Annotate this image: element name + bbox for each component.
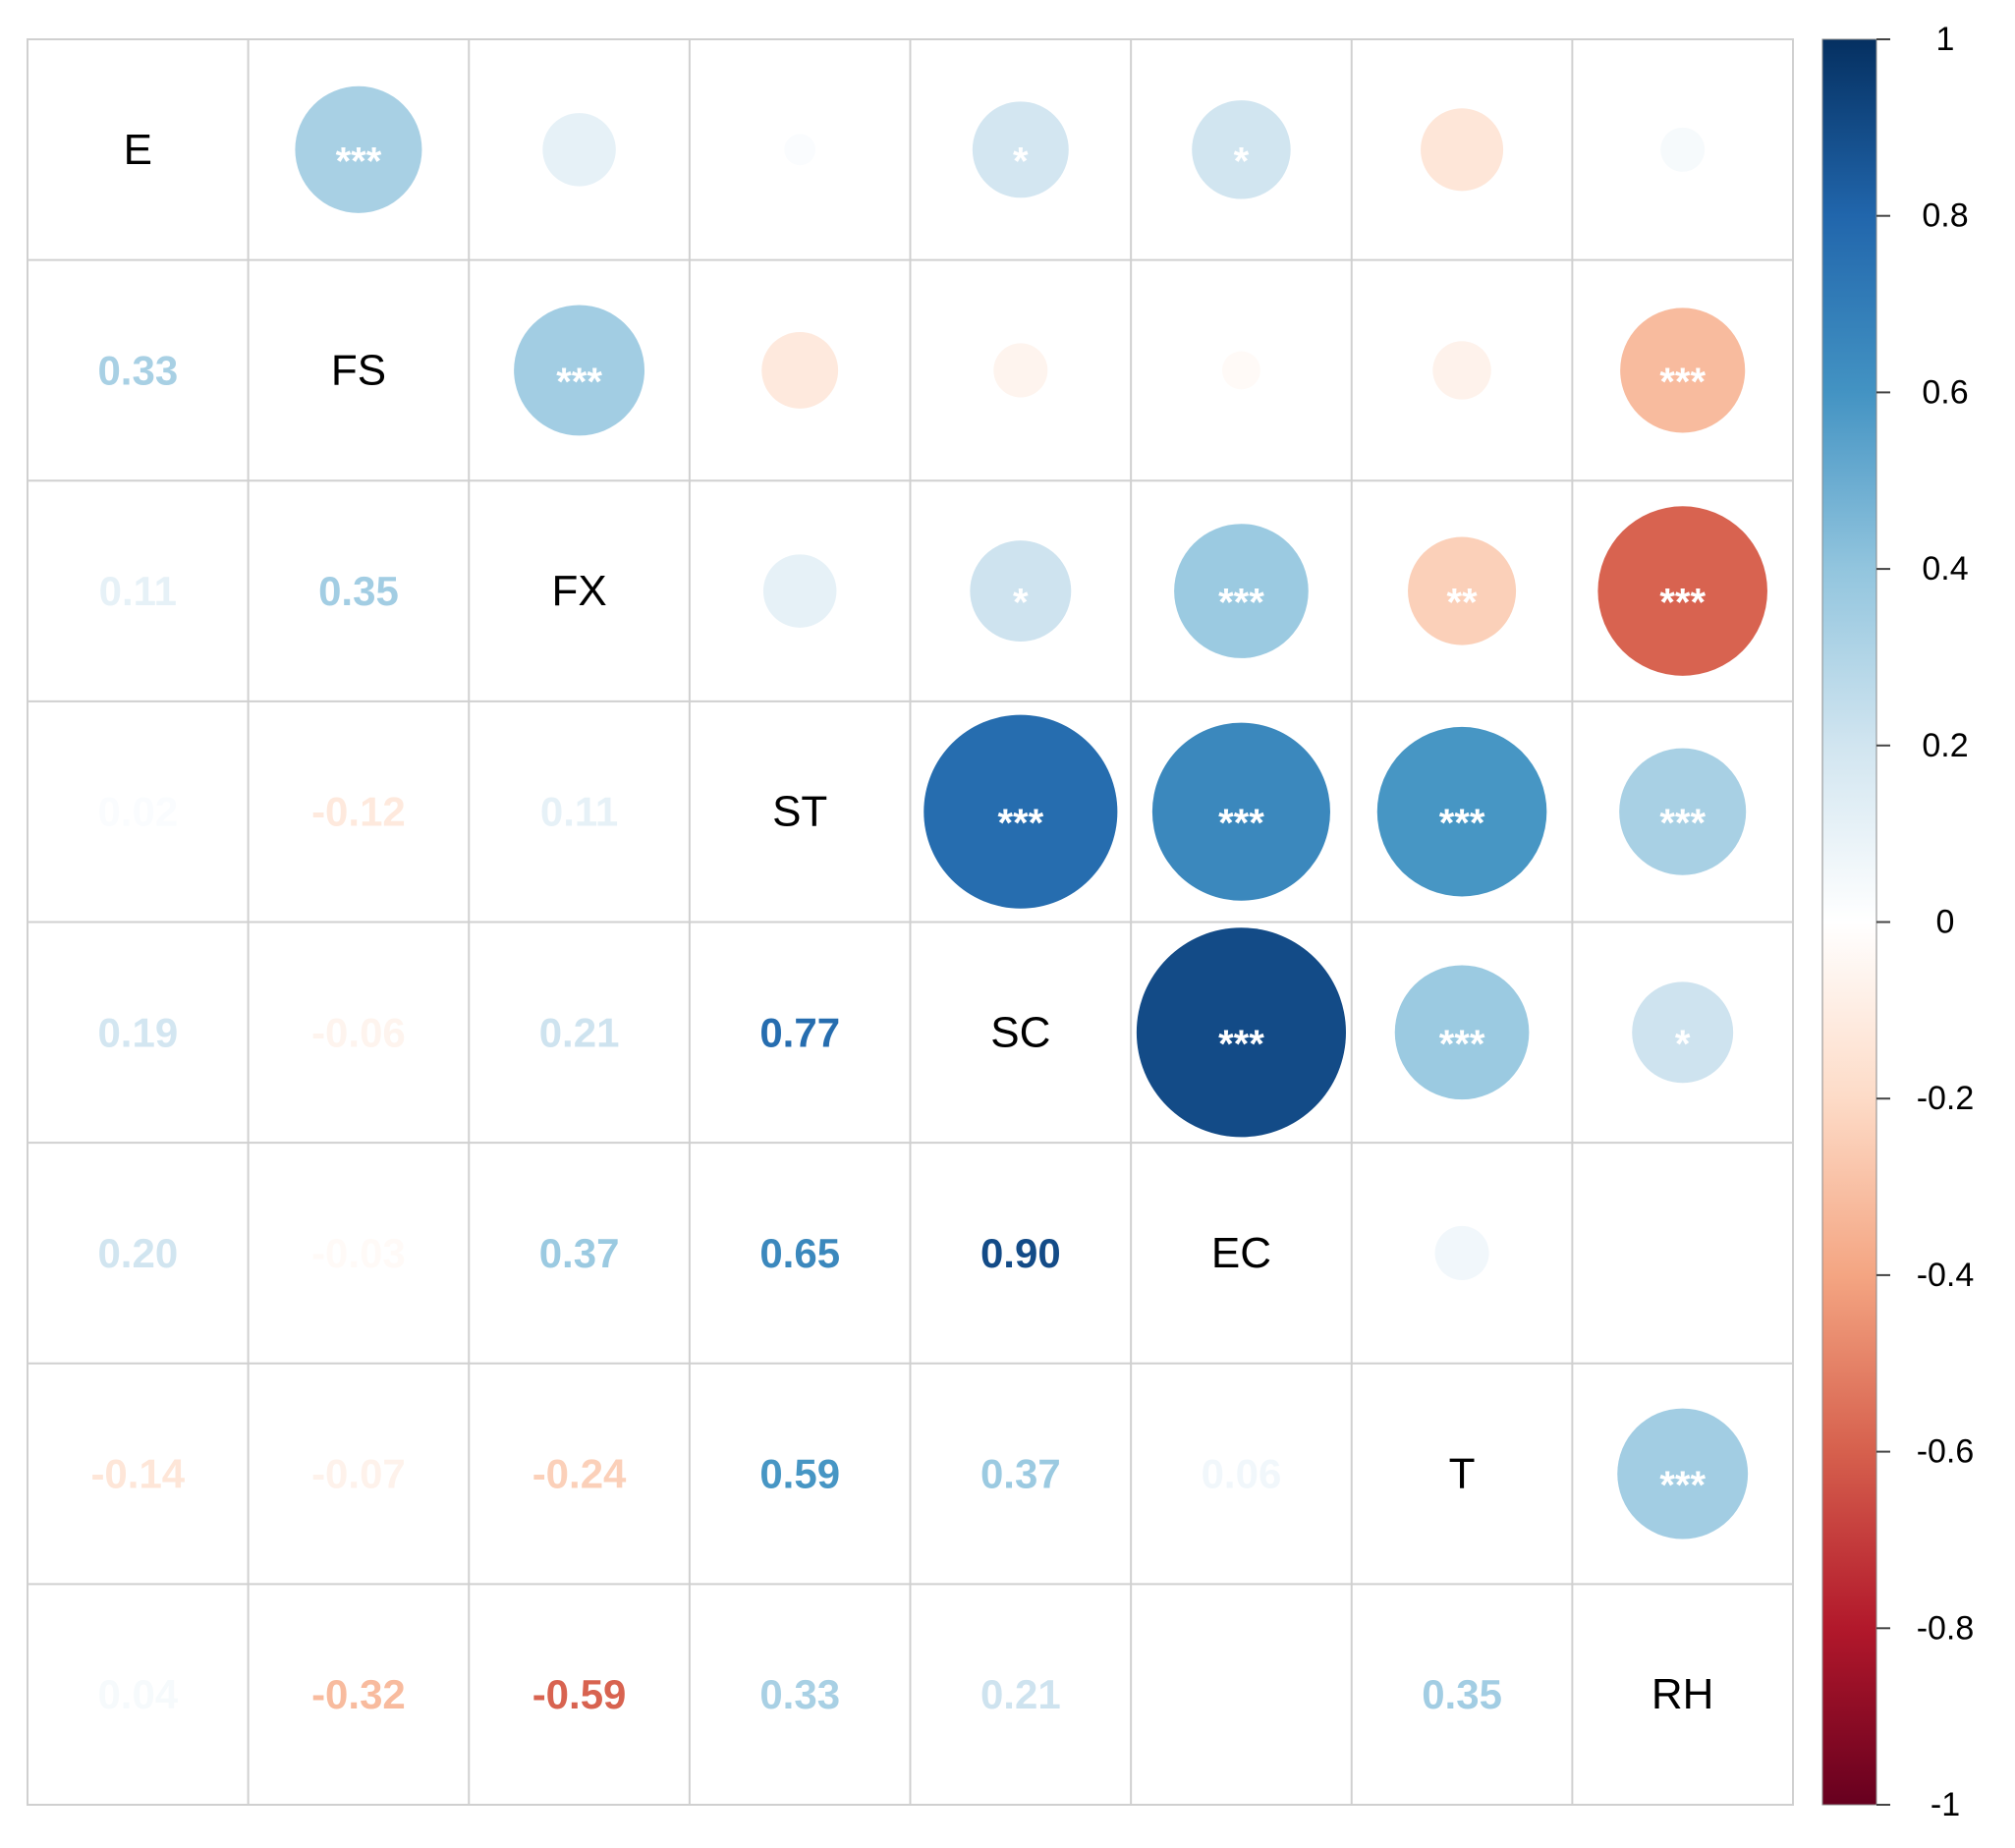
significance-stars: **	[1446, 582, 1478, 625]
colorbar-tick-label: 0	[1936, 904, 1955, 941]
variable-label: SC	[990, 1008, 1050, 1056]
correlation-circle	[1136, 927, 1346, 1138]
correlation-value: 0.59	[759, 1451, 840, 1497]
correlation-value: 0.33	[97, 347, 178, 393]
variable-label: FX	[551, 567, 606, 615]
correlation-circle	[972, 101, 1069, 198]
correlation-value: 0.65	[759, 1230, 840, 1276]
significance-stars: ***	[1659, 582, 1706, 625]
correlation-value: -0.24	[532, 1451, 627, 1497]
colorbar-tick-label: 0.4	[1922, 550, 1968, 588]
correlation-value: -0.07	[311, 1451, 406, 1497]
variable-label: FS	[331, 346, 386, 394]
significance-stars: ***	[1218, 1023, 1264, 1066]
colorbar-tick-label: -0.8	[1917, 1609, 1975, 1647]
correlation-circle	[1660, 127, 1706, 172]
significance-stars: ***	[1218, 802, 1264, 845]
significance-stars: ***	[1439, 802, 1485, 845]
colorbar-tick-label: 0.8	[1922, 197, 1968, 235]
significance-stars: ***	[556, 361, 602, 404]
correlation-value: -0.59	[532, 1671, 627, 1717]
significance-stars: ***	[997, 802, 1043, 845]
variable-label: ST	[772, 788, 827, 836]
correlation-circle	[924, 714, 1118, 909]
correlation-value: 0.21	[980, 1671, 1061, 1717]
significance-stars: *	[1234, 140, 1250, 183]
correlation-value: 0.35	[1422, 1671, 1502, 1717]
correlation-circle	[1619, 748, 1747, 875]
correlation-value: -0.14	[90, 1451, 185, 1497]
correlation-value: 0.37	[539, 1230, 620, 1276]
correlation-circle	[970, 540, 1072, 643]
colorbar-tick-label: -0.2	[1917, 1080, 1975, 1117]
correlation-circle	[762, 554, 837, 628]
colorbar-tick-label: -0.4	[1917, 1257, 1975, 1294]
correlation-value: 0.11	[99, 568, 177, 614]
variable-label: T	[1449, 1450, 1476, 1498]
significance-stars: ***	[1659, 802, 1706, 845]
significance-stars: *	[1013, 582, 1029, 625]
correlation-circle	[1394, 965, 1530, 1100]
variable-label: E	[124, 126, 152, 174]
colorbar-gradient	[1821, 38, 1877, 1806]
correlation-circle	[1617, 1408, 1749, 1540]
correlation-value: 0.11	[540, 789, 618, 835]
correlation-circle	[1434, 1225, 1489, 1280]
correlation-circle	[1597, 506, 1767, 676]
colorbar-tick-label: -0.6	[1917, 1433, 1975, 1471]
colorbar-tick-label: -1	[1931, 1786, 1960, 1823]
colorbar-tick-label: 0.6	[1922, 373, 1968, 411]
correlation-value: 0.33	[759, 1671, 840, 1717]
significance-stars: ***	[1439, 1023, 1485, 1066]
correlation-circle	[1632, 981, 1734, 1084]
correlation-value: 0.06	[1202, 1451, 1282, 1497]
significance-stars: ***	[1659, 1464, 1706, 1507]
correlation-circle	[1432, 341, 1491, 400]
variable-label: RH	[1651, 1670, 1714, 1718]
correlation-value: 0.00	[1202, 1671, 1282, 1717]
correlation-circle	[1408, 536, 1517, 645]
correlation-value: 0.04	[97, 1671, 178, 1717]
significance-stars: *	[1675, 1023, 1691, 1066]
correlation-value: -0.06	[311, 1009, 406, 1055]
correlation-circle	[1192, 100, 1291, 199]
significance-stars: ***	[1218, 582, 1264, 625]
significance-stars: *	[1013, 140, 1029, 183]
correlation-value: 0.21	[539, 1009, 620, 1055]
correlation-value: 0.77	[759, 1009, 840, 1055]
variable-label: EC	[1211, 1229, 1271, 1277]
correlation-value: 0.19	[97, 1009, 178, 1055]
correlation-circle	[761, 332, 839, 409]
correlation-circle	[514, 305, 645, 436]
colorbar-tick-label: 1	[1936, 21, 1955, 58]
correlation-value: -0.12	[311, 789, 406, 835]
correlation-circle	[295, 85, 422, 213]
correlation-circle	[784, 134, 816, 166]
correlation-value: 0.37	[980, 1451, 1061, 1497]
colorbar-tick-label: 0.2	[1922, 727, 1968, 764]
correlation-circle	[1174, 524, 1309, 658]
correlation-value: 0.20	[97, 1230, 178, 1276]
correlation-circle	[1221, 351, 1260, 390]
correlation-circle	[1151, 722, 1330, 901]
significance-stars: ***	[336, 140, 382, 183]
correlation-value: -0.32	[311, 1671, 406, 1717]
correlation-circle	[993, 343, 1048, 398]
matrix-grid	[27, 38, 1794, 1806]
significance-stars: ***	[1659, 361, 1706, 404]
correlation-value: 0.35	[318, 568, 399, 614]
matrix-cells: E FS FX ST SC EC T RH 0.33 0.11 0.35 0.02 -0.12 0.11 0…	[90, 85, 1767, 1718]
correlation-value: 0.02	[97, 789, 178, 835]
correlation-value: 0.90	[980, 1230, 1061, 1276]
correlation-circle	[1421, 108, 1504, 192]
colorbar: 1 0.8 0.6 0.4 0.2 0 -0.2 -0.4 -0.6 -0.8 -1	[1821, 21, 1975, 1823]
correlation-circle	[1620, 308, 1746, 433]
correlation-circle	[1376, 726, 1547, 897]
correlation-circle	[542, 113, 616, 187]
correlation-value: -0.03	[311, 1230, 406, 1276]
